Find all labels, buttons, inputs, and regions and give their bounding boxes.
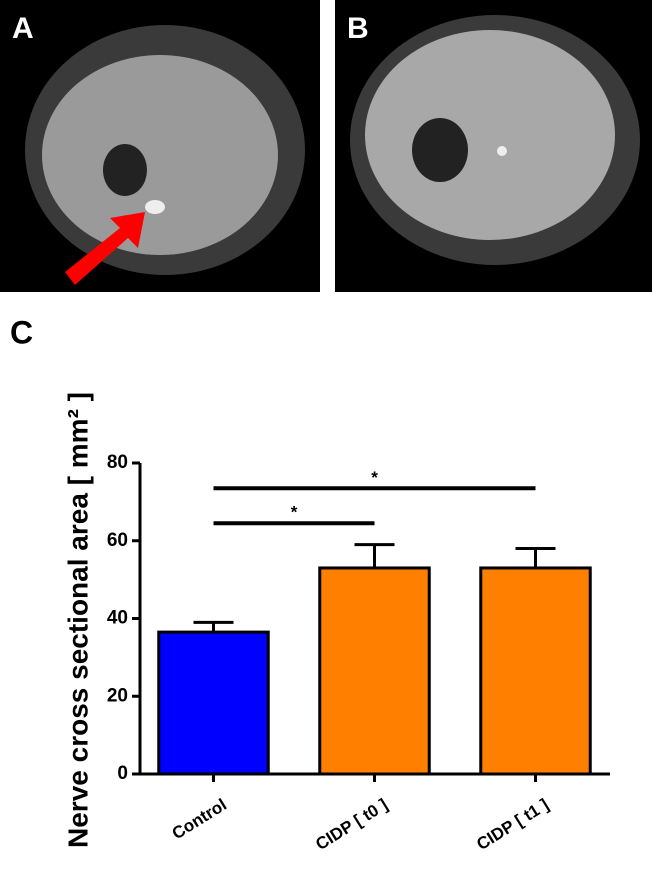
panel-label: C <box>10 314 33 350</box>
x-tick-label: Control <box>169 795 230 843</box>
mri-panel-a: A <box>0 0 320 292</box>
y-tick-label: 80 <box>107 452 128 473</box>
bone <box>103 144 147 196</box>
significance-label: * <box>291 503 298 522</box>
nerve <box>497 146 507 156</box>
bar <box>318 566 431 776</box>
panel-label: A <box>12 12 34 45</box>
bar <box>157 630 270 776</box>
significance-label: * <box>371 468 378 487</box>
x-tick-label: CIDP [ t1 ] <box>473 795 552 854</box>
x-tick-label: CIDP [ t0 ] <box>312 795 391 854</box>
y-tick-label: 60 <box>107 530 128 551</box>
muscle <box>42 55 278 255</box>
y-axis-label: Nerve cross sectional area [ mm² ] <box>62 392 93 848</box>
mri-panel-b: B <box>335 0 652 292</box>
y-tick-label: 20 <box>107 685 128 706</box>
y-tick-label: 40 <box>107 608 128 629</box>
bone <box>412 118 468 182</box>
muscle <box>365 30 615 240</box>
y-tick-label: 0 <box>117 763 128 784</box>
panel-label: B <box>347 12 369 45</box>
bar <box>479 566 592 776</box>
arrow <box>65 212 145 285</box>
nerve <box>145 200 165 214</box>
